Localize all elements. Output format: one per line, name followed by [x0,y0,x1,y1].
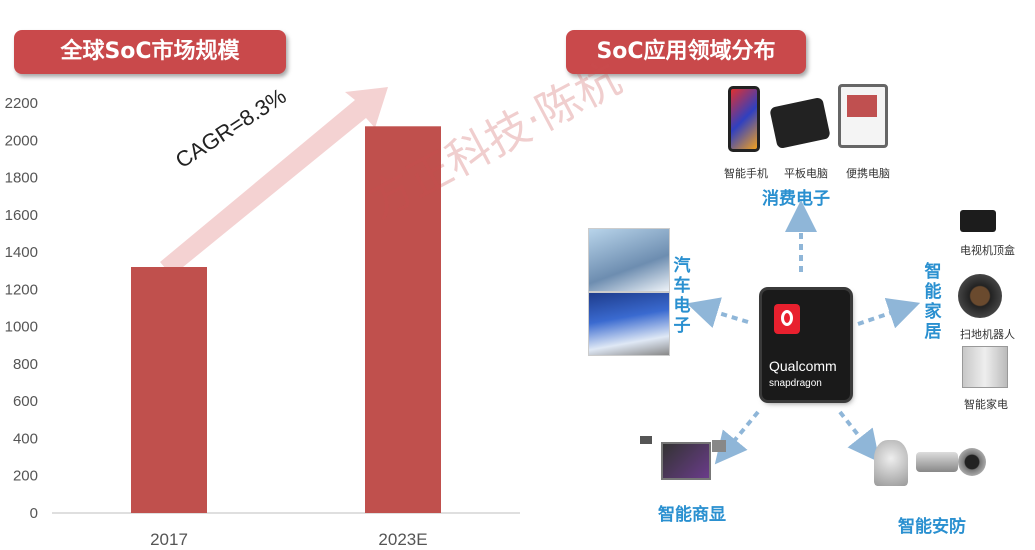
set-top-box-icon [960,210,996,232]
y-tick-label: 400 [13,430,38,447]
device-label-vacuum: 扫地机器人 [960,328,1015,341]
category-auto: 汽车电子 [673,256,691,336]
arrow-to-display [714,410,760,465]
y-tick-label: 1400 [5,244,38,261]
y-tick-label: 1800 [5,170,38,187]
y-tick-label: 200 [13,468,38,485]
arrow-to-auto [686,297,749,328]
bullet-camera-icon [916,452,958,472]
right-title-banner: SoC应用领域分布 [566,30,806,74]
y-tick-label: 0 [30,505,38,522]
kiosk-icon [712,440,726,452]
smartphone-icon [728,86,760,152]
connector-arrows [686,200,921,465]
y-tick-label: 1600 [5,207,38,224]
y-tick-label: 1000 [5,319,38,336]
left-title-banner: 全球SoC市场规模 [14,30,286,74]
y-tick-label: 1200 [5,281,38,298]
x-axis-labels: 2017 2023E [150,530,428,549]
chip-brand: Qualcomm [769,358,837,374]
category-home: 智能家居 [924,262,942,342]
device-label-laptop: 便携电脑 [846,167,890,180]
dome-camera-icon [874,440,908,486]
y-axis: 0 200 400 600 800 1000 1200 1400 1600 1800 2000 220… [5,95,38,522]
device-label-stb: 电视机顶盒 [960,244,1015,257]
bar-2017 [131,267,207,513]
growth-arrow-icon [160,87,388,276]
qualcomm-chip: Qualcomm snapdragon [762,290,850,400]
y-tick-label: 2200 [5,95,38,112]
bar-2023E [365,126,441,513]
category-security: 智能安防 [898,517,966,537]
laptop-icon [838,84,888,148]
y-tick-label: 800 [13,356,38,373]
chip-sub: snapdragon [769,378,822,389]
category-display: 智能商显 [658,505,726,525]
x-tick-label: 2017 [150,530,188,549]
arrow-to-home [857,298,921,329]
x-tick-label: 2023E [378,530,427,549]
qualcomm-logo-icon [774,304,800,334]
car-photo-top [588,228,670,292]
category-consumer: 消费电子 [762,189,830,209]
ptz-camera-icon [958,448,986,476]
robot-vacuum-icon [958,274,1002,318]
y-tick-label: 2000 [5,132,38,149]
device-label-appliance: 智能家电 [964,398,1008,411]
device-label-tablet: 平板电脑 [784,167,828,180]
device-label-phone: 智能手机 [724,167,768,180]
car-photo-bottom [588,292,670,356]
screen-icon [640,436,652,444]
y-tick-label: 600 [13,393,38,410]
bars-group [131,126,441,513]
monitor-icon [661,442,711,480]
appliance-icon [962,346,1008,388]
arrow-to-security [838,410,880,463]
soc-market-bar-chart: 0 200 400 600 800 1000 1200 1400 1600 1800 2000 220… [5,87,520,549]
